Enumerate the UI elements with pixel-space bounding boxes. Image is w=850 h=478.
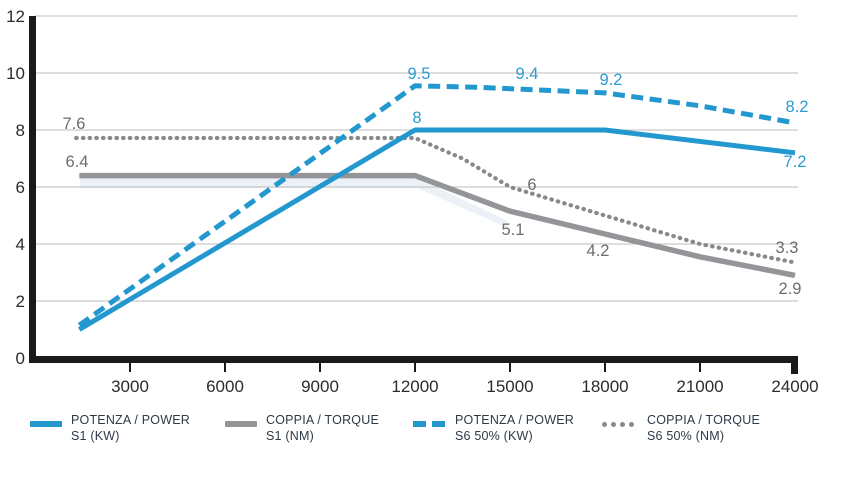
x-tick xyxy=(699,363,701,372)
y-tick-label: 12 xyxy=(6,7,25,26)
x-tick-label: 6000 xyxy=(206,377,244,396)
y-tick-label: 8 xyxy=(16,121,25,140)
data-label-3-3: 3.3 xyxy=(776,239,799,257)
legend-line1: POTENZA / POWER xyxy=(71,413,190,427)
legend-label-torque-s1: COPPIA / TORQUE S1 (NM) xyxy=(266,410,379,444)
chart-legend: POTENZA / POWER S1 (KW) COPPIA / TORQUE … xyxy=(0,410,850,470)
legend-label-torque-s6: COPPIA / TORQUE S6 50% (NM) xyxy=(647,410,760,444)
data-label-9-2: 9.2 xyxy=(600,71,623,89)
x-tick xyxy=(414,363,416,372)
legend-line2: S6 50% (KW) xyxy=(455,428,533,443)
x-tick xyxy=(604,363,606,372)
x-tick-label: 18000 xyxy=(581,377,628,396)
series-line-torque_s1 xyxy=(79,172,796,279)
data-label-7-2: 7.2 xyxy=(784,153,807,171)
x-tick xyxy=(509,363,511,372)
legend-item-power-s1: POTENZA / POWER S1 (KW) xyxy=(30,410,190,444)
x-tick-label: 9000 xyxy=(301,377,339,396)
series-line-power_s6 xyxy=(77,83,796,328)
data-label-8: 8 xyxy=(412,109,421,127)
legend-label-power-s6: POTENZA / POWER S6 50% (KW) xyxy=(455,410,574,444)
data-label-5-1: 5.1 xyxy=(502,221,525,239)
legend-line2: S1 (KW) xyxy=(71,428,120,443)
legend-line2: S6 50% (NM) xyxy=(647,428,725,443)
y-tick-label: 4 xyxy=(16,235,25,254)
x-tick xyxy=(129,363,131,372)
data-label-8-2: 8.2 xyxy=(786,98,809,116)
legend-line1: POTENZA / POWER xyxy=(455,413,574,427)
series-line-power_s1 xyxy=(78,127,796,332)
data-label-7-6: 7.6 xyxy=(63,115,86,133)
y-tick-label: 10 xyxy=(6,64,25,83)
series-line-torque_s6 xyxy=(74,135,798,265)
legend-line1: COPPIA / TORQUE xyxy=(266,413,379,427)
y-tick-label: 2 xyxy=(16,292,25,311)
x-axis-end-tick xyxy=(791,356,798,374)
area-fill xyxy=(80,177,415,188)
legend-item-power-s6: POTENZA / POWER S6 50% (KW) xyxy=(413,410,574,444)
legend-item-torque-s1: COPPIA / TORQUE S1 (NM) xyxy=(225,410,379,444)
legend-line2: S1 (NM) xyxy=(266,428,314,443)
y-tick-label: 6 xyxy=(16,178,25,197)
data-label-6-4: 6.4 xyxy=(66,153,89,171)
x-tick-label: 21000 xyxy=(676,377,723,396)
x-tick-label: 12000 xyxy=(391,377,438,396)
legend-line1: COPPIA / TORQUE xyxy=(647,413,760,427)
legend-item-torque-s6: COPPIA / TORQUE S6 50% (NM) xyxy=(602,410,760,444)
x-tick-label: 3000 xyxy=(111,377,149,396)
data-label-9-4: 9.4 xyxy=(516,65,539,83)
x-tick-label: 15000 xyxy=(486,377,533,396)
data-label-9-5: 9.5 xyxy=(408,65,431,83)
legend-label-power-s1: POTENZA / POWER S1 (KW) xyxy=(71,410,190,444)
x-tick-label: 24000 xyxy=(771,377,818,396)
dotted-gray-line-swatch-icon xyxy=(602,421,638,427)
x-axis-line xyxy=(29,356,798,363)
x-tick xyxy=(224,363,226,372)
solid-blue-line-swatch-icon xyxy=(30,421,62,427)
x-tick xyxy=(319,363,321,372)
y-axis-line xyxy=(29,16,36,363)
y-tick-label: 0 xyxy=(16,349,25,368)
solid-gray-line-swatch-icon xyxy=(225,421,257,427)
area-fill xyxy=(415,177,508,228)
data-label-2-9: 2.9 xyxy=(779,280,802,298)
data-label-4-2: 4.2 xyxy=(587,242,610,260)
dashed-blue-line-swatch-icon xyxy=(413,421,446,427)
data-label-6: 6 xyxy=(527,176,536,194)
